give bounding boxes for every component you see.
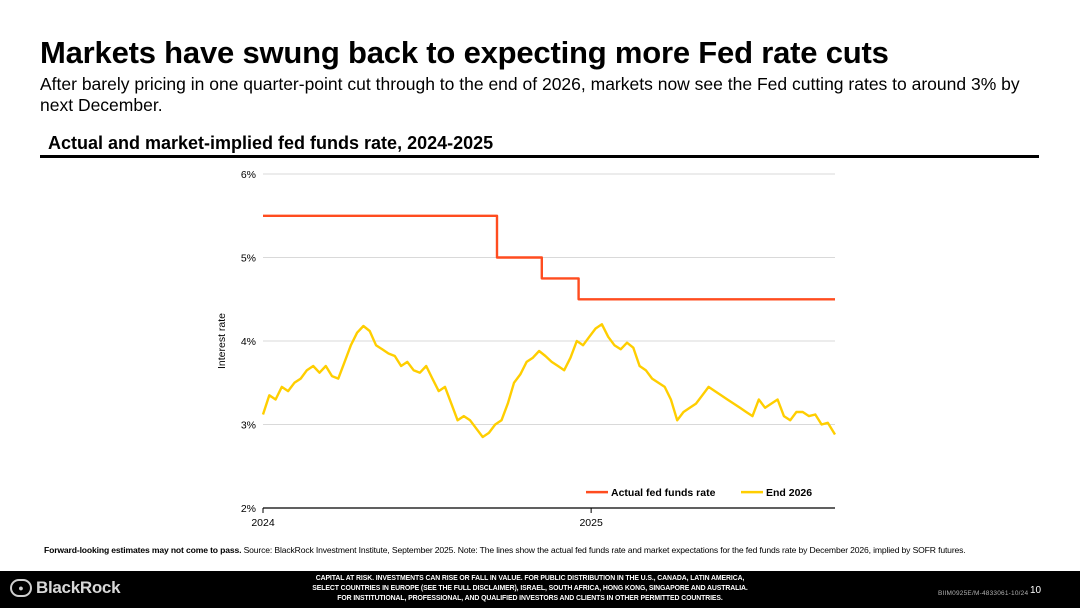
footnote-body: Source: BlackRock Investment Institute, …: [241, 545, 966, 555]
footnote: Forward-looking estimates may not come t…: [44, 545, 966, 555]
disclaimer-line: FOR INSTITUTIONAL, PROFESSIONAL, AND QUA…: [337, 595, 723, 602]
logo-text: BlackRock: [36, 578, 121, 597]
legend-label: Actual fed funds rate: [611, 487, 716, 499]
document-code: BIIM0925E/M-4833061-10/24: [938, 590, 1029, 597]
page-subtitle: After barely pricing in one quarter-poin…: [40, 74, 1020, 115]
title-rule: [40, 155, 1039, 158]
series-line-end-2026: [261, 323, 837, 439]
y-axis-label: Interest rate: [216, 313, 228, 369]
disclaimer-line: CAPITAL AT RISK. INVESTMENTS CAN RISE OR…: [315, 575, 745, 582]
y-tick-label: 6%: [241, 169, 256, 181]
legend-label: End 2026: [766, 487, 812, 499]
y-tick-label: 3%: [241, 420, 256, 432]
disclaimer: CAPITAL AT RISK. INVESTMENTS CAN RISE OR…: [250, 574, 810, 604]
x-tick-label: 2025: [579, 517, 603, 529]
y-tick-label: 2%: [241, 503, 256, 515]
page-number: 10: [1030, 585, 1042, 596]
series-line-actual-fed-funds-rate: [263, 214, 835, 301]
logo-mark-icon: ●: [10, 579, 32, 597]
chart-title: Actual and market-implied fed funds rate…: [48, 133, 494, 153]
blackrock-logo[interactable]: ● BlackRock: [10, 578, 121, 598]
line-chart: 2% 3% 4% 5% 6% 2024 2025 Interest rate Actual fe…: [216, 169, 837, 529]
x-tick-label: 2024: [251, 517, 275, 529]
footer-bar: ● BlackRock CAPITAL AT RISK. INVESTMENTS…: [0, 571, 1080, 608]
page-title: Markets have swung back to expecting mor…: [40, 35, 889, 70]
disclaimer-line: SELECT COUNTRIES IN EUROPE (SEE THE FULL…: [312, 585, 748, 592]
y-tick-label: 4%: [241, 336, 256, 348]
footnote-lead: Forward-looking estimates may not come t…: [44, 545, 242, 555]
y-tick-label: 5%: [241, 253, 256, 265]
